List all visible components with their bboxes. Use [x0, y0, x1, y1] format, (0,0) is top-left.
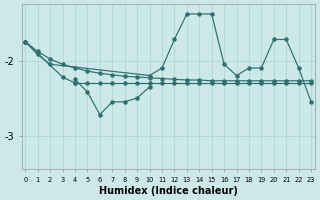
X-axis label: Humidex (Indice chaleur): Humidex (Indice chaleur): [99, 186, 238, 196]
